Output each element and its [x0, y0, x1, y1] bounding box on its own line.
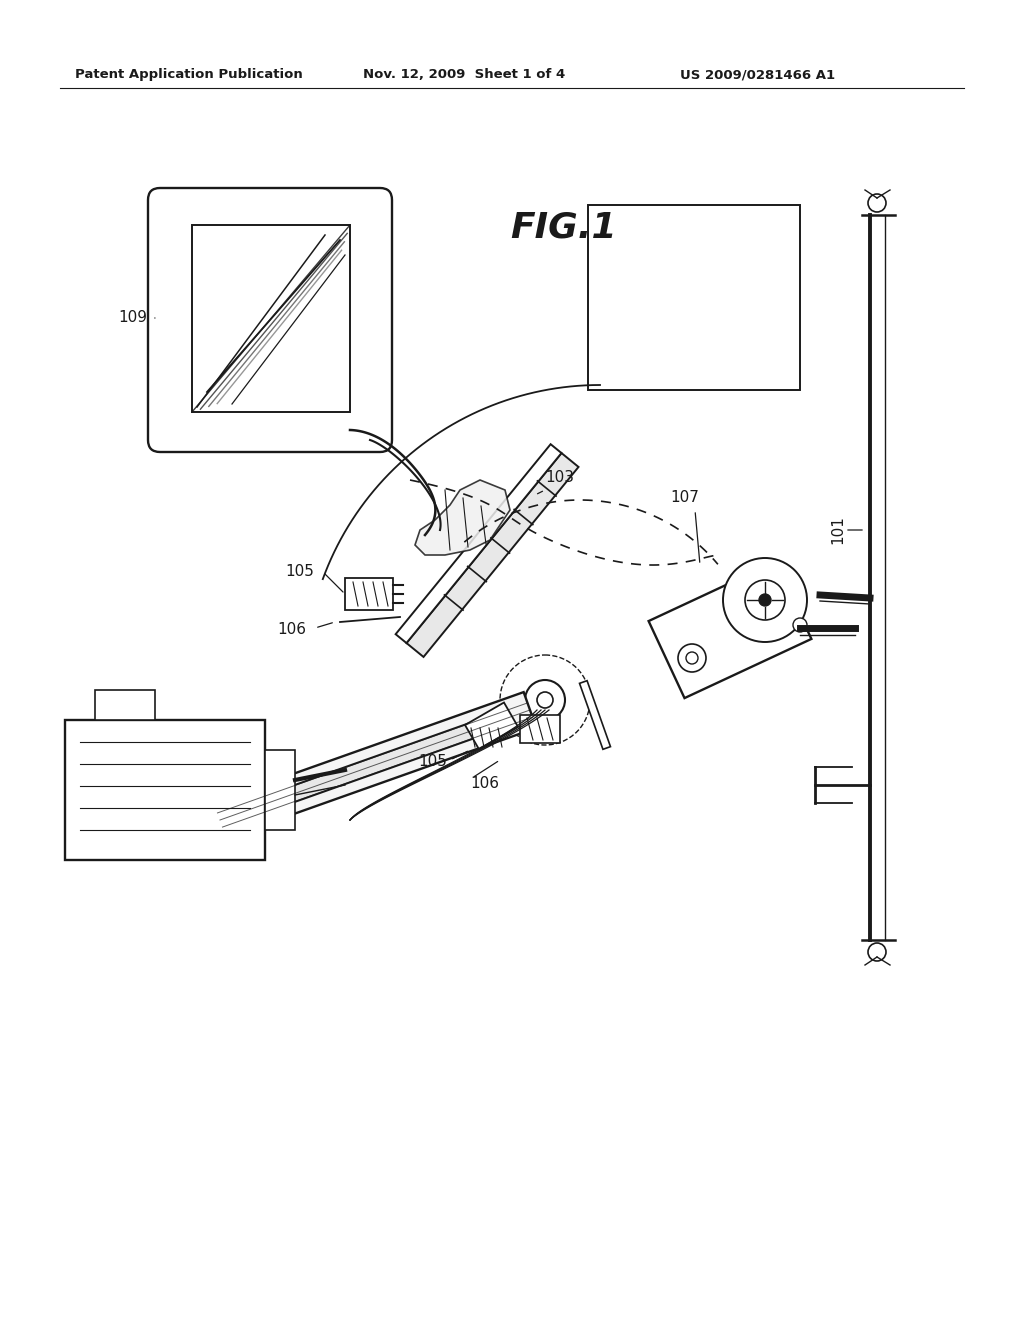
Text: FIG.1: FIG.1 [510, 210, 616, 244]
Polygon shape [214, 692, 537, 838]
Text: 106: 106 [470, 776, 499, 791]
Text: 105: 105 [418, 755, 446, 770]
Bar [95, 690, 155, 719]
Text: Patent Application Publication: Patent Application Publication [75, 69, 303, 81]
Polygon shape [224, 717, 494, 825]
Circle shape [868, 194, 886, 213]
Circle shape [759, 594, 771, 606]
Text: 101: 101 [830, 516, 845, 544]
Text: 107: 107 [670, 491, 698, 506]
Text: 103: 103 [545, 470, 574, 486]
Circle shape [537, 692, 553, 708]
Text: 106: 106 [278, 623, 306, 638]
Bar [588, 205, 800, 389]
Polygon shape [395, 445, 561, 643]
FancyBboxPatch shape [148, 187, 392, 451]
Text: Nov. 12, 2009  Sheet 1 of 4: Nov. 12, 2009 Sheet 1 of 4 [362, 69, 565, 81]
Text: 109: 109 [118, 310, 147, 326]
Circle shape [793, 618, 807, 632]
Circle shape [525, 680, 565, 719]
Polygon shape [648, 562, 811, 698]
Circle shape [745, 579, 785, 620]
Bar [265, 750, 295, 830]
Circle shape [686, 652, 698, 664]
Circle shape [868, 942, 886, 961]
Polygon shape [580, 681, 610, 750]
Polygon shape [407, 453, 579, 657]
Bar [345, 578, 393, 610]
Polygon shape [415, 480, 510, 554]
Bar [465, 702, 518, 750]
Text: 105: 105 [285, 565, 314, 579]
Bar [193, 224, 350, 412]
Text: US 2009/0281466 A1: US 2009/0281466 A1 [680, 69, 836, 81]
Circle shape [678, 644, 706, 672]
Bar [65, 719, 265, 861]
Bar [520, 715, 560, 743]
Circle shape [723, 558, 807, 642]
